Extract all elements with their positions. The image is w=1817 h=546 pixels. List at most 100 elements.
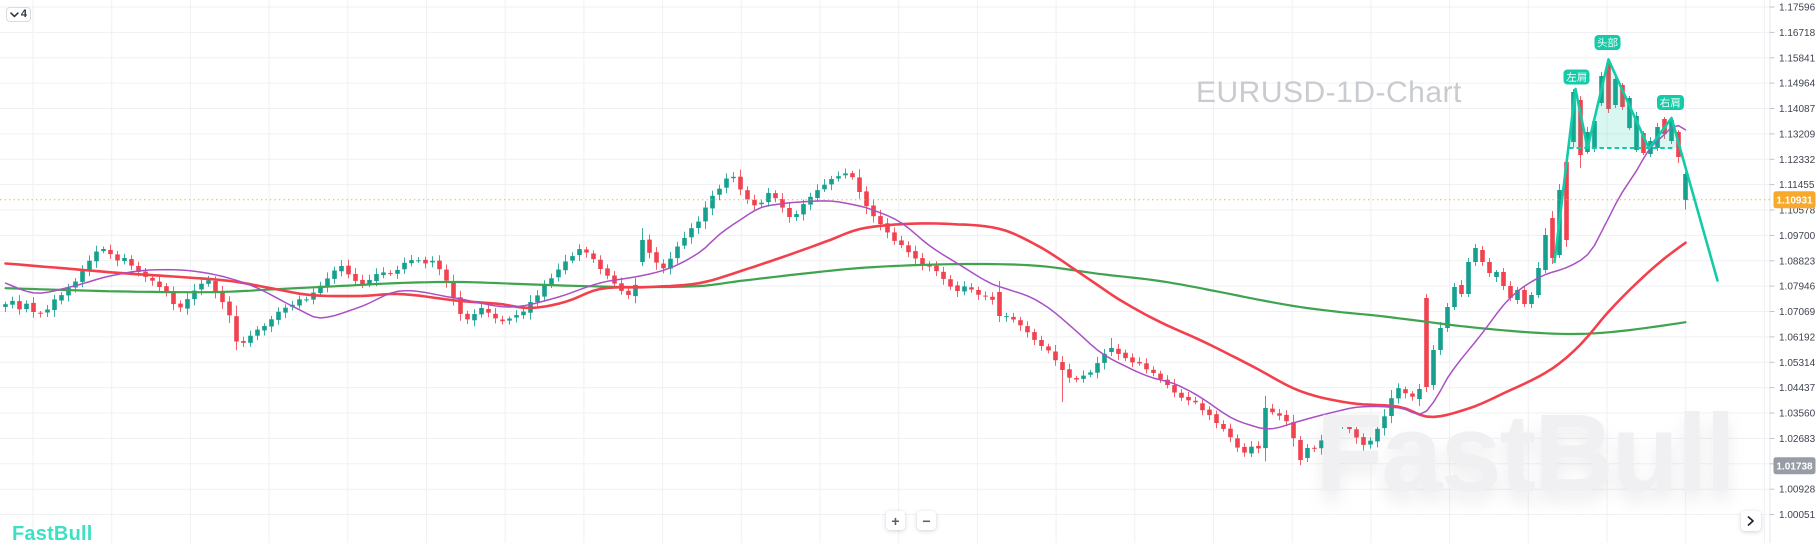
candle xyxy=(1361,433,1366,451)
candle xyxy=(269,315,274,333)
candle xyxy=(766,188,771,207)
candle xyxy=(276,307,281,325)
candle xyxy=(1354,424,1359,444)
candle xyxy=(94,245,99,268)
candle xyxy=(1004,312,1009,322)
candle xyxy=(1046,343,1051,354)
chevron-down-icon xyxy=(10,11,19,17)
candle xyxy=(906,241,911,258)
symbol-watermark: EURUSD-1D-Chart xyxy=(1196,76,1462,109)
candle xyxy=(1410,391,1415,401)
candle xyxy=(1158,370,1163,383)
candle xyxy=(402,257,407,274)
candle xyxy=(1368,437,1373,449)
candle xyxy=(1627,96,1632,130)
candle xyxy=(465,310,470,324)
candle xyxy=(1417,384,1422,406)
candle xyxy=(815,184,820,202)
pattern-badge-text: 左肩 xyxy=(1567,70,1587,83)
visible-low-badge: 1.01738 xyxy=(1773,457,1816,475)
candle xyxy=(416,257,421,263)
candle xyxy=(1207,406,1212,421)
candle xyxy=(1228,423,1233,443)
candle xyxy=(1242,443,1247,457)
candle xyxy=(45,305,50,317)
candle xyxy=(1221,420,1226,432)
candle xyxy=(1312,445,1317,452)
candle xyxy=(38,311,43,318)
candle xyxy=(1116,344,1121,360)
candle xyxy=(283,304,288,319)
candle xyxy=(591,250,596,263)
price-tick-label: 1.05314 xyxy=(1779,358,1816,369)
price-tick-label: 1.08823 xyxy=(1779,256,1816,267)
candle xyxy=(87,255,92,277)
candle xyxy=(1088,369,1093,378)
candle xyxy=(1613,74,1618,108)
zoom-out-button[interactable]: − xyxy=(917,511,936,530)
candle xyxy=(542,280,547,302)
fastbull-logo: FastBull xyxy=(12,523,93,545)
brand-watermark: FastBull xyxy=(1316,392,1736,515)
candle xyxy=(1424,294,1429,392)
candle xyxy=(920,253,925,271)
candle xyxy=(801,199,806,221)
price-tick-label: 1.13209 xyxy=(1779,129,1816,140)
timeframe-collapse-button[interactable]: 4 xyxy=(6,7,31,22)
candle xyxy=(479,303,484,318)
candle xyxy=(1396,383,1401,404)
timeframe-count-label: 4 xyxy=(20,8,27,20)
price-axis[interactable]: 1.17596 1.16718 1.15841 1.14964 1.14087 1.132… xyxy=(1769,0,1816,543)
candle xyxy=(185,293,190,315)
candle xyxy=(332,266,337,284)
candle xyxy=(1151,366,1156,377)
candle xyxy=(640,228,645,266)
candle xyxy=(31,297,36,318)
candle xyxy=(1039,335,1044,351)
candle xyxy=(444,264,449,288)
candle xyxy=(633,278,638,304)
zoom-in-button[interactable]: + xyxy=(886,511,905,530)
candle xyxy=(346,259,351,279)
candle xyxy=(1298,436,1303,466)
candle xyxy=(1445,303,1450,332)
candle xyxy=(1018,316,1023,331)
scroll-right-button[interactable] xyxy=(1741,511,1761,531)
candle xyxy=(626,287,631,299)
candle xyxy=(10,296,15,309)
price-tick-label: 1.15841 xyxy=(1779,53,1816,64)
candle xyxy=(1606,59,1611,113)
candle xyxy=(584,246,589,258)
candle xyxy=(955,281,960,297)
candle xyxy=(409,255,414,267)
candle xyxy=(1452,283,1457,310)
candle xyxy=(1137,357,1142,366)
candle xyxy=(976,286,981,300)
price-tick-label: 1.14964 xyxy=(1779,79,1816,90)
candle xyxy=(1550,211,1555,264)
candle xyxy=(1305,444,1310,462)
candle xyxy=(899,235,904,249)
candle xyxy=(122,253,127,265)
candle xyxy=(696,216,701,234)
candle xyxy=(472,309,477,327)
candle xyxy=(1193,396,1198,405)
last-price-badge: 1.10931 xyxy=(1773,191,1816,209)
price-tick-label: 1.00051 xyxy=(1779,510,1816,521)
candle xyxy=(1179,389,1184,401)
candle xyxy=(1543,228,1548,273)
candle xyxy=(486,304,491,318)
candle xyxy=(703,201,708,229)
candle xyxy=(1291,414,1296,447)
candle xyxy=(1683,172,1688,210)
candle xyxy=(962,281,967,296)
candle xyxy=(1494,270,1499,282)
candle xyxy=(1249,441,1254,458)
candle xyxy=(101,246,106,254)
candle xyxy=(857,169,862,199)
candle xyxy=(1130,353,1135,368)
candle xyxy=(822,179,827,192)
